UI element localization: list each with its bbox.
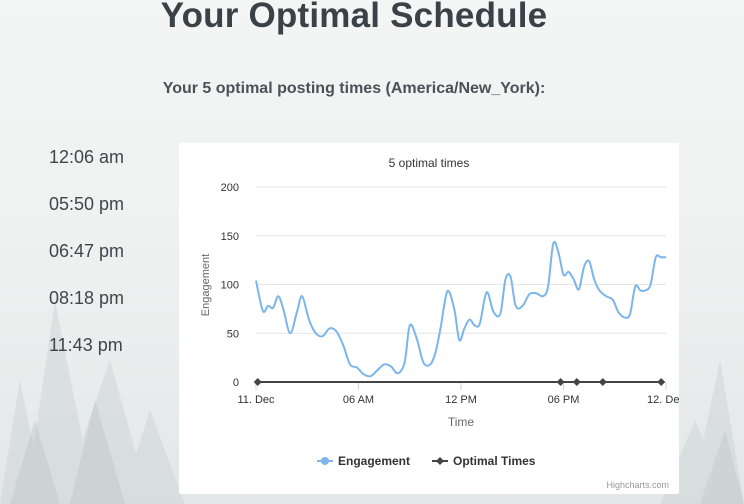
legend-label-optimal-times: Optimal Times [453, 454, 536, 468]
chart-container: 5 optimal times 0 50 100 150 200 11. Dec 06 AM… [179, 143, 679, 494]
optimal-time-marker[interactable] [556, 378, 565, 386]
optimal-time-item: 05:50 pm [49, 194, 125, 214]
y-tick-label: 0 [233, 377, 239, 389]
optimal-time-marker[interactable] [598, 378, 607, 386]
y-tick-label: 150 [221, 231, 239, 243]
optimal-time-item: 06:47 pm [49, 241, 125, 261]
credits-link[interactable]: Highcharts.com [606, 480, 669, 490]
engagement-series-line[interactable] [255, 240, 666, 378]
legend: Engagement Optimal Times [317, 454, 536, 468]
y-tick-label: 200 [221, 182, 239, 194]
engagement-chart: 5 optimal times 0 50 100 150 200 11. Dec 06 AM… [200, 156, 679, 490]
x-tick-label: 06 AM [343, 394, 374, 406]
schedule-subtitle: Your 5 optimal posting times (America/Ne… [162, 80, 546, 97]
y-tick-label: 50 [227, 328, 239, 340]
x-tick-label: 11. Dec [237, 394, 275, 406]
optimal-time-marker[interactable] [572, 378, 581, 386]
chart-title: 5 optimal times [389, 156, 470, 170]
legend-item-engagement[interactable]: Engagement [317, 454, 410, 468]
legend-item-optimal-times[interactable]: Optimal Times [432, 454, 536, 468]
optimal-time-item: 11:43 pm [49, 335, 123, 355]
x-tick-label: 12. Dec [647, 394, 679, 406]
y-axis-title: Engagement [200, 254, 212, 316]
page-title: Your Optimal Schedule [160, 0, 548, 35]
x-tick-label: 06 PM [548, 394, 580, 406]
x-tick-label: 12 PM [445, 394, 477, 406]
optimal-time-marker[interactable] [253, 378, 262, 386]
optimal-times-list: 12:06 am 05:50 pm 06:47 pm 08:18 pm 11:4… [49, 145, 124, 380]
x-axis-title: Time [448, 415, 475, 429]
optimal-time-item: 12:06 am [49, 147, 125, 167]
optimal-time-marker[interactable] [657, 378, 666, 386]
optimal-time-item: 08:18 pm [49, 288, 125, 308]
y-tick-label: 100 [221, 280, 239, 292]
legend-label-engagement: Engagement [338, 454, 410, 468]
